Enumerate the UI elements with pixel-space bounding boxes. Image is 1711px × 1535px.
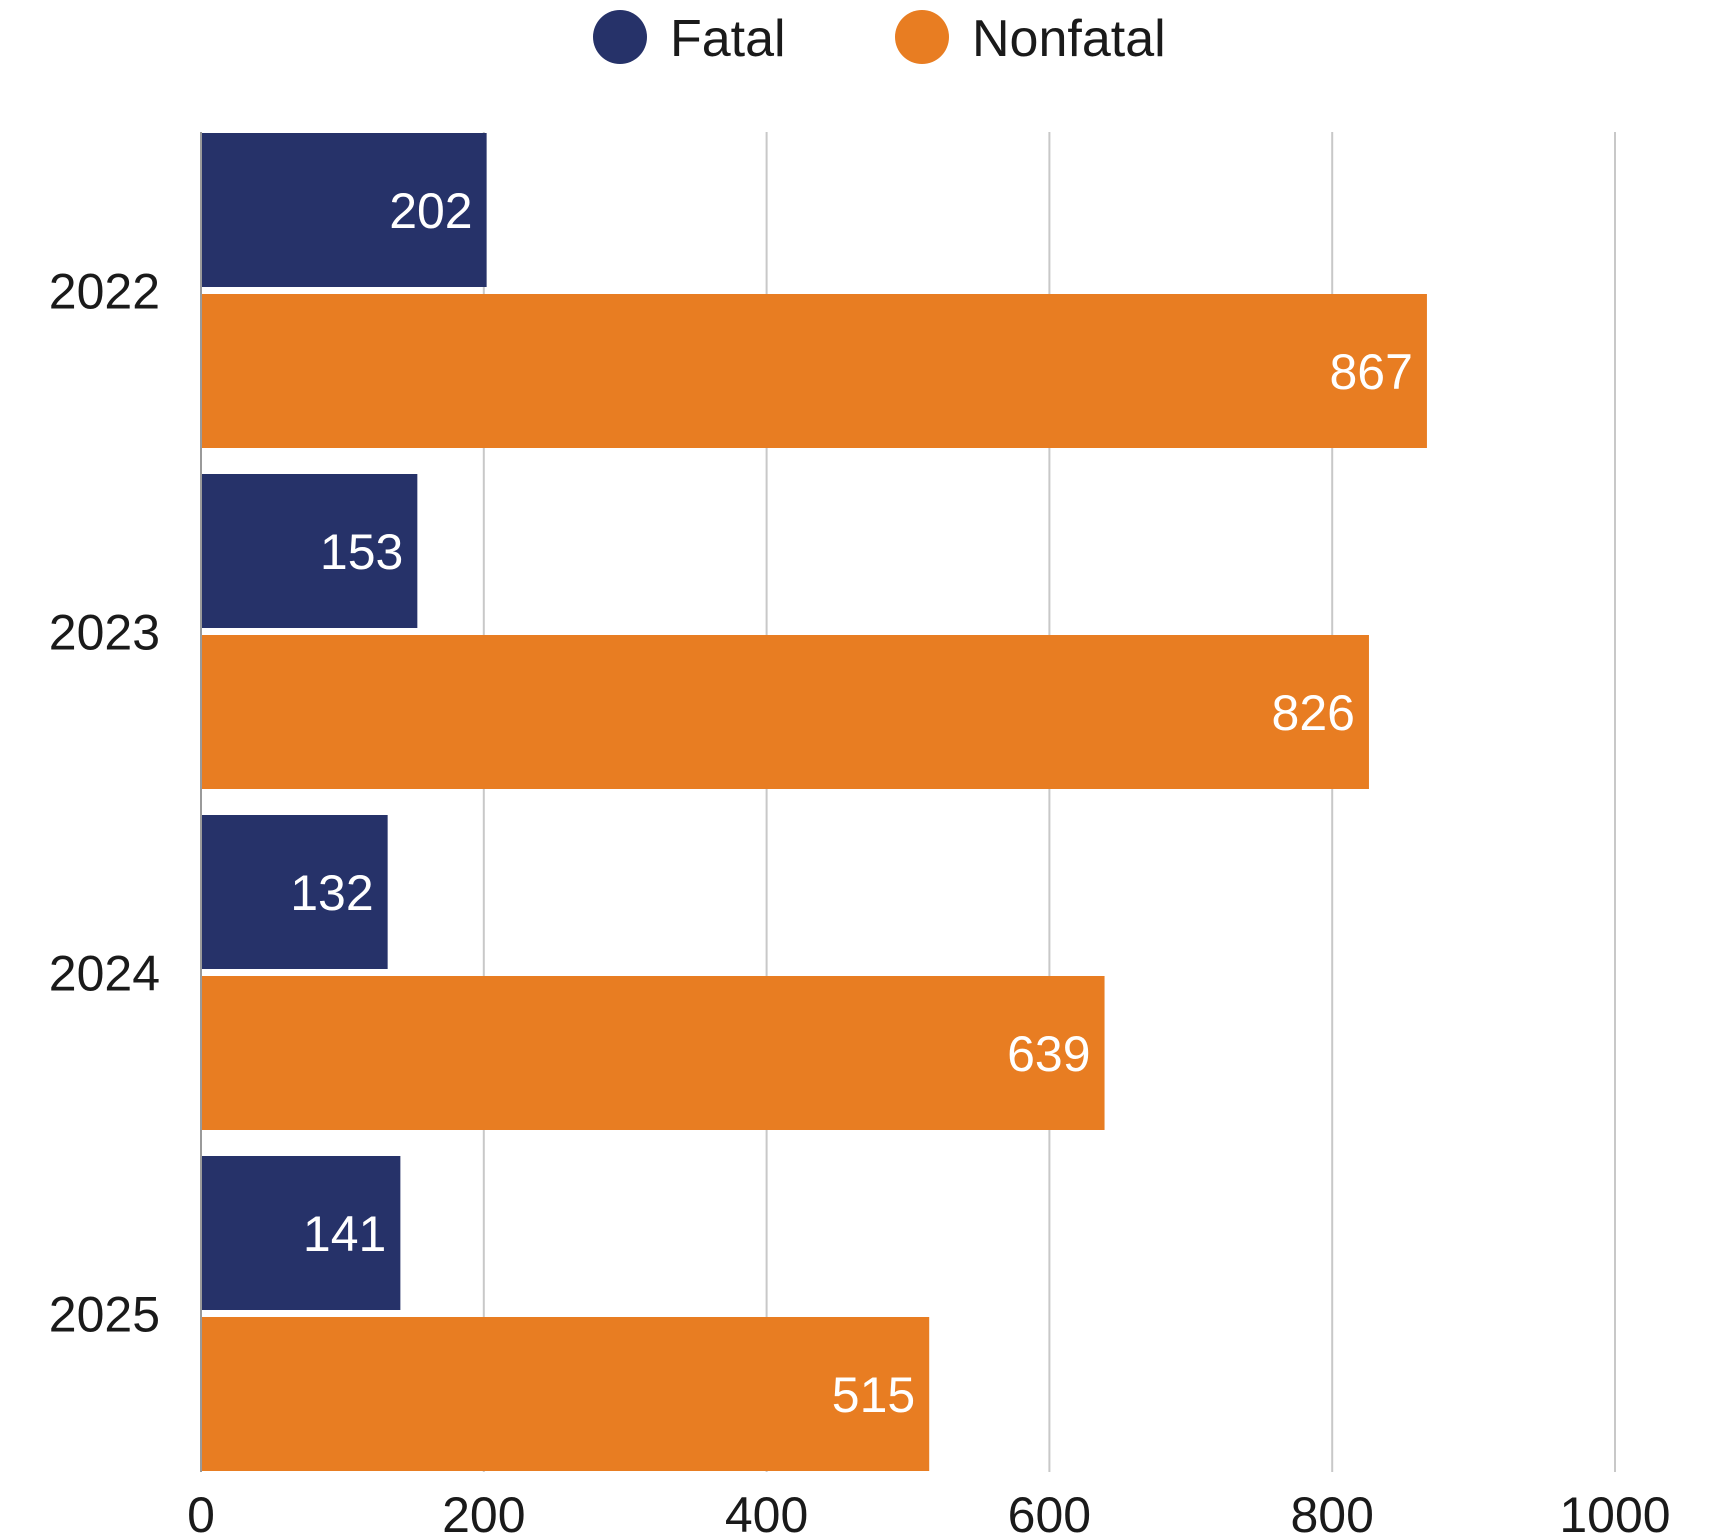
data-label-fatal-2022: 202 (389, 183, 472, 239)
bars (201, 133, 1427, 1471)
bar-fatal-2022 (201, 133, 487, 287)
legend-label-fatal: Fatal (670, 10, 786, 68)
category-label-2025: 2025 (49, 1287, 160, 1343)
data-labels: 202 867 153 826 132 639 141 515 (290, 183, 1413, 1423)
bar-nonfatal-2024 (201, 976, 1105, 1130)
data-label-fatal-2025: 141 (303, 1206, 386, 1262)
x-tick-label-200: 200 (442, 1487, 525, 1535)
data-label-fatal-2023: 153 (320, 524, 403, 580)
legend-marker-fatal (593, 10, 647, 64)
data-label-nonfatal-2022: 867 (1330, 344, 1413, 400)
x-tick-label-400: 400 (725, 1487, 808, 1535)
x-tick-label-0: 0 (187, 1487, 215, 1535)
category-label-2022: 2022 (49, 264, 160, 320)
bar-fatal-2025 (201, 1156, 401, 1310)
category-label-2024: 2024 (49, 946, 160, 1002)
data-label-nonfatal-2023: 826 (1272, 685, 1355, 741)
category-labels: 2022 2023 2024 2025 (49, 264, 160, 1343)
data-label-fatal-2024: 132 (290, 865, 373, 921)
legend-label-nonfatal: Nonfatal (972, 10, 1166, 68)
x-tick-label-600: 600 (1008, 1487, 1091, 1535)
legend-marker-nonfatal (895, 10, 949, 64)
x-tick-labels: 0 200 400 600 800 1000 (187, 1487, 1671, 1535)
bar-nonfatal-2023 (201, 635, 1369, 789)
bar-nonfatal-2022 (201, 294, 1427, 448)
bar-fatal-2023 (201, 474, 418, 628)
bar-nonfatal-2025 (201, 1317, 930, 1471)
legend: Fatal Nonfatal (593, 10, 1166, 68)
category-label-2023: 2023 (49, 605, 160, 661)
bar-fatal-2024 (201, 815, 388, 969)
x-tick-label-1000: 1000 (1559, 1487, 1670, 1535)
x-tick-label-800: 800 (1290, 1487, 1373, 1535)
data-label-nonfatal-2024: 639 (1007, 1026, 1090, 1082)
data-label-nonfatal-2025: 515 (832, 1367, 915, 1423)
